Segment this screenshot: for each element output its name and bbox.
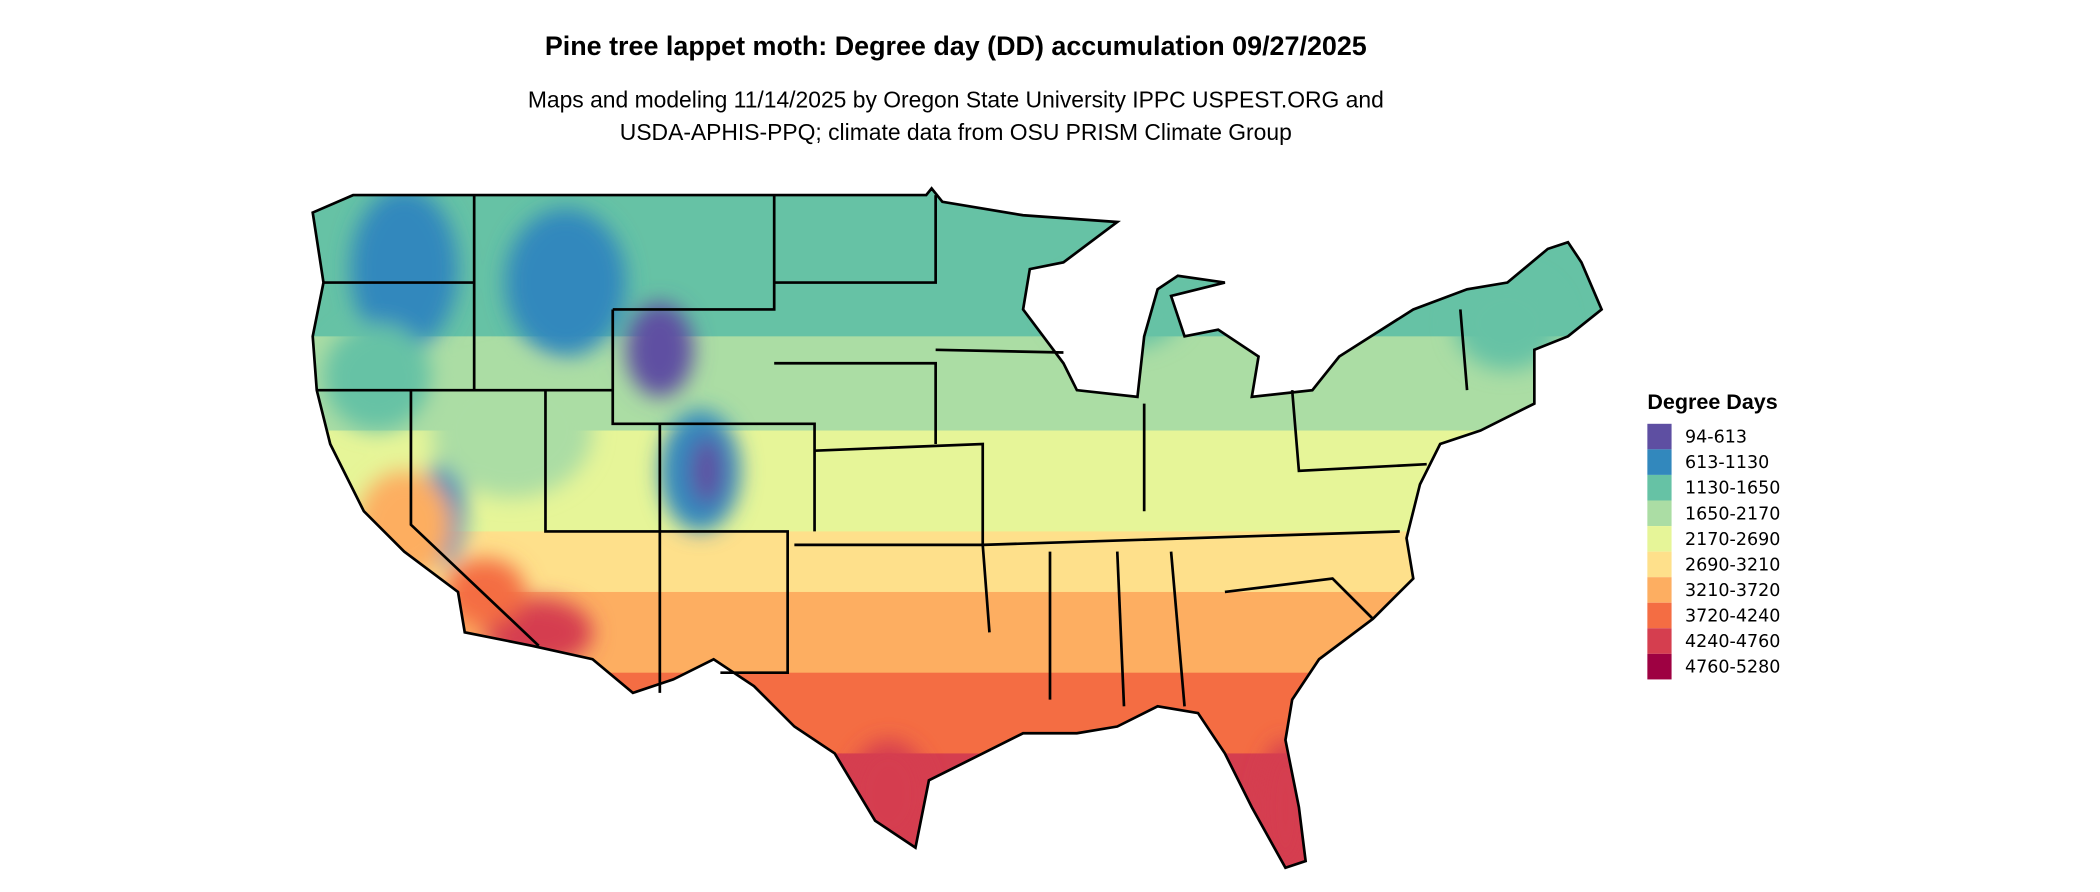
dd-band [312, 672, 1602, 755]
legend-title: Degree Days [1647, 390, 1777, 414]
legend-label: 1650-2170 [1685, 504, 1780, 524]
us-degree-day-raster [312, 188, 1602, 868]
legend-label: 4760-5280 [1685, 658, 1780, 678]
legend-label: 3210-3720 [1685, 581, 1780, 601]
legend-label: 4240-4760 [1685, 632, 1780, 652]
legend-swatch [1647, 551, 1672, 578]
legend-swatch [1647, 602, 1672, 629]
legend-swatch [1647, 577, 1672, 603]
legend-label: 3720-4240 [1685, 607, 1780, 627]
map-title: Pine tree lappet moth: Degree day (DD) a… [545, 31, 1367, 61]
dd-band [312, 188, 1602, 338]
legend-label: 2170-2690 [1685, 530, 1780, 550]
legend-swatch [1647, 526, 1672, 552]
legend-swatch [1647, 628, 1672, 654]
state-borders [311, 187, 1603, 870]
legend-label: 613-1130 [1685, 453, 1769, 473]
legend-label: 94-613 [1685, 428, 1747, 448]
dd-band [312, 753, 1602, 809]
map-subtitle-line1: Maps and modeling 11/14/2025 by Oregon S… [528, 87, 1384, 113]
legend-swatch [1647, 500, 1672, 527]
legend-swatch [1647, 653, 1672, 680]
legend-label: 1130-1650 [1685, 479, 1780, 499]
legend-swatch [1647, 423, 1672, 450]
map-subtitle-line2: USDA-APHIS-PPQ; climate data from OSU PR… [620, 119, 1292, 145]
legend-swatch [1647, 474, 1672, 501]
dd-band [312, 807, 1602, 868]
legend-label: 2690-3210 [1685, 555, 1780, 575]
legend-swatch [1647, 449, 1672, 475]
legend: Degree Days 94-613 613-1130 1130-1650 1650-… [1647, 390, 1780, 680]
dd-band [312, 531, 1602, 594]
